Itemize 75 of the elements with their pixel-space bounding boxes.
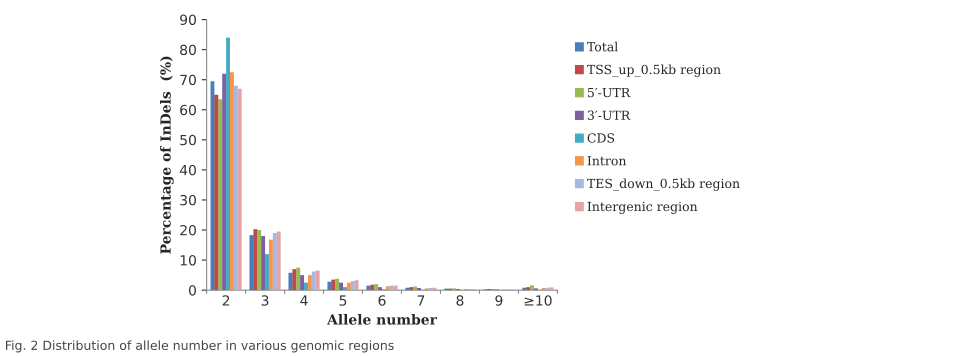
bar bbox=[276, 232, 281, 290]
y-tick-label: 0 bbox=[188, 285, 196, 296]
bar bbox=[308, 275, 312, 290]
bar bbox=[210, 81, 214, 290]
legend-label: 3′-UTR bbox=[588, 110, 630, 120]
bar bbox=[265, 254, 269, 290]
x-tick-label: 7 bbox=[418, 295, 424, 306]
bar bbox=[335, 278, 340, 290]
y-tick-label: 60 bbox=[180, 104, 196, 116]
legend-label: Intergenic region bbox=[588, 202, 698, 214]
legend-label: Intron bbox=[588, 156, 626, 166]
bar bbox=[346, 282, 351, 290]
legend-label: CDS bbox=[588, 133, 614, 143]
bar bbox=[546, 288, 550, 290]
y-tick-label: 10 bbox=[180, 255, 196, 266]
x-tick-label: 8 bbox=[456, 295, 464, 306]
bar bbox=[327, 282, 332, 290]
x-tick-label: 3 bbox=[262, 295, 268, 306]
bar bbox=[339, 282, 344, 290]
bar bbox=[272, 233, 277, 290]
bar bbox=[343, 287, 347, 290]
caption: Fig. 2 Distribution of allele number in various genomic regions bbox=[6, 340, 394, 352]
bar bbox=[413, 286, 418, 290]
bar bbox=[230, 72, 234, 290]
y-tick-label: 40 bbox=[180, 164, 196, 176]
y-tick-label: 30 bbox=[180, 194, 196, 206]
bar bbox=[378, 287, 382, 290]
x-tick-label: ≥10 bbox=[524, 295, 552, 306]
bar bbox=[253, 229, 258, 290]
bar bbox=[222, 74, 226, 290]
bar bbox=[249, 235, 254, 290]
bar bbox=[394, 286, 398, 290]
bar bbox=[296, 268, 300, 290]
bar bbox=[432, 288, 437, 290]
bar bbox=[374, 284, 378, 290]
legend-label: 5′-UTR bbox=[588, 88, 630, 98]
x-tick-label: 5 bbox=[340, 295, 346, 306]
bar bbox=[526, 287, 530, 290]
bar bbox=[530, 285, 534, 290]
x-tick-label: 9 bbox=[495, 295, 502, 306]
bar bbox=[234, 86, 238, 290]
bar bbox=[218, 99, 222, 290]
bar bbox=[386, 286, 390, 290]
x-tick-label: 6 bbox=[378, 295, 386, 306]
bar bbox=[390, 286, 394, 290]
bar bbox=[522, 288, 526, 290]
bar bbox=[370, 284, 374, 290]
legend-label: TSS_up_0.5kb region bbox=[587, 64, 721, 77]
bar bbox=[214, 94, 218, 290]
bar bbox=[238, 88, 242, 290]
bar bbox=[331, 280, 336, 290]
bar bbox=[405, 288, 410, 290]
x-tick-label: 2 bbox=[222, 295, 230, 306]
legend-label: TES_down_0.5kb region bbox=[587, 178, 740, 191]
bar bbox=[304, 282, 308, 290]
y-tick-label: 50 bbox=[180, 134, 196, 146]
bar bbox=[292, 269, 296, 290]
x-axis-title: Allele number bbox=[326, 314, 438, 325]
bar bbox=[268, 240, 273, 290]
y-axis-title: Percentage of InDels (%) bbox=[160, 56, 174, 254]
y-tick-label: 90 bbox=[180, 14, 196, 26]
bar bbox=[354, 280, 359, 290]
x-tick-label: 4 bbox=[300, 295, 308, 306]
bar bbox=[300, 275, 304, 290]
bar bbox=[316, 270, 320, 290]
bar bbox=[261, 236, 266, 290]
bar bbox=[550, 287, 554, 290]
y-tick-label: 20 bbox=[180, 224, 196, 236]
bar bbox=[366, 286, 370, 290]
bar bbox=[257, 230, 262, 290]
legend-label: Total bbox=[587, 42, 618, 52]
y-tick-label: 80 bbox=[180, 44, 196, 56]
y-tick-label: 70 bbox=[180, 74, 196, 86]
bar bbox=[288, 272, 292, 290]
bar bbox=[226, 38, 230, 290]
